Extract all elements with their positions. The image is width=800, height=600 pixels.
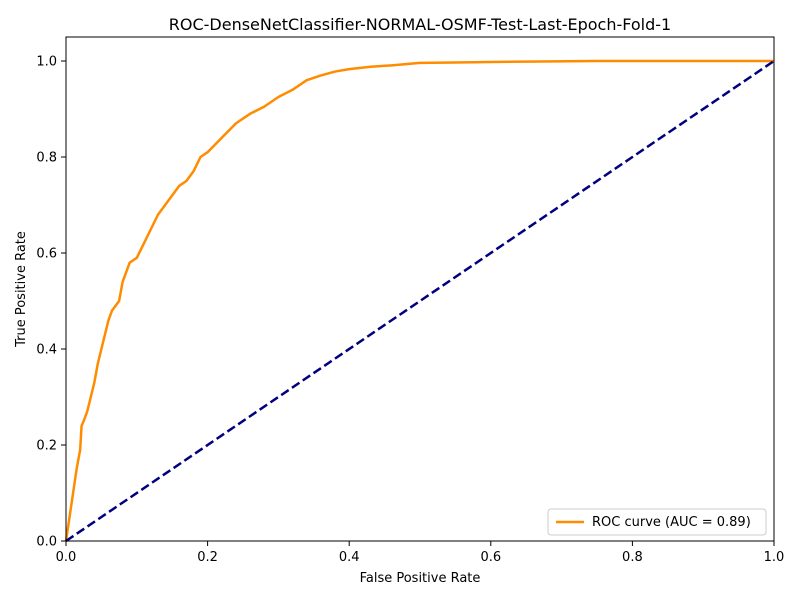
chance-diagonal-line xyxy=(65,59,775,543)
y-tick-label: 0.8 xyxy=(36,151,57,166)
chart-title: ROC-DenseNetClassifier-NORMAL-OSMF-Test-… xyxy=(169,15,671,34)
plot-area xyxy=(64,59,775,543)
y-tick-label: 0.4 xyxy=(36,343,57,358)
y-tick-label: 0.2 xyxy=(36,439,57,454)
axes-frame xyxy=(65,36,775,542)
x-axis-ticks: 0.0 0.2 0.4 0.6 0.8 1.0 xyxy=(56,541,785,565)
x-tick-label: 0.8 xyxy=(622,550,643,565)
y-axis-label: True Positive Rate xyxy=(14,231,29,348)
y-tick-label: 0.0 xyxy=(36,535,57,550)
x-tick-label: 0.6 xyxy=(480,550,501,565)
y-axis-ticks: 0.0 0.2 0.4 0.6 0.8 1.0 xyxy=(36,55,66,550)
x-tick-label: 0.4 xyxy=(339,550,360,565)
x-tick-label: 0.0 xyxy=(56,550,77,565)
legend: ROC curve (AUC = 0.89) xyxy=(547,508,767,536)
y-tick-label: 0.6 xyxy=(36,247,57,262)
x-axis-label: False Positive Rate xyxy=(360,571,481,586)
y-tick-label: 1.0 xyxy=(36,55,57,70)
x-tick-label: 1.0 xyxy=(764,550,785,565)
legend-label-roc: ROC curve (AUC = 0.89) xyxy=(592,515,751,530)
x-tick-label: 0.2 xyxy=(197,550,218,565)
legend-box xyxy=(547,508,767,536)
roc-curve-line xyxy=(64,59,774,542)
